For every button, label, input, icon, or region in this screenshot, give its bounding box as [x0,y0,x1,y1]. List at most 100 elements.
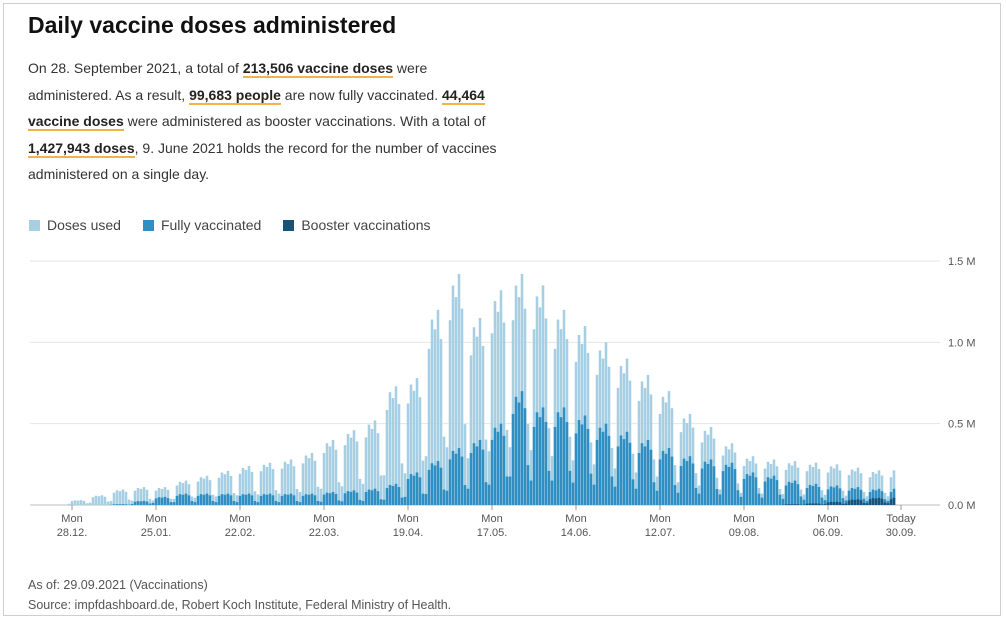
bar-doses-used [85,503,89,505]
bar-doses-used [451,285,455,505]
bar-doses-used [181,483,185,505]
bar-doses-used [367,424,371,505]
legend-item-booster[interactable]: Booster vaccinations [283,217,431,233]
bar-fully-vaccinated [424,494,428,505]
bar-fully-vaccinated [364,491,368,505]
bar-fully-vaccinated [244,494,248,505]
legend-item-doses-used[interactable]: Doses used [29,217,121,233]
bar-doses-used [835,464,839,505]
bar-fully-vaccinated [586,428,590,505]
bar-fully-vaccinated [625,431,629,505]
bar-booster [838,502,842,505]
bar-doses-used [331,439,335,505]
bar-doses-used [892,470,896,505]
intro-part-5: , 9. June 2021 holds the record for the … [28,139,497,183]
bar-booster [835,501,839,505]
bar-doses-used [421,460,425,505]
bar-fully-vaccinated [346,491,350,505]
bar-fully-vaccinated [463,485,467,505]
bar-doses-used [106,501,110,505]
bar-doses-used [514,285,518,505]
bar-doses-used [238,473,242,505]
bar-doses-used [862,491,866,505]
bar-fully-vaccinated [316,501,320,505]
bar-fully-vaccinated [550,480,554,505]
legend-item-fully-vaccinated[interactable]: Fully vaccinated [142,217,262,233]
bar-booster [871,498,875,505]
bar-fully-vaccinated [847,490,851,505]
bar-fully-vaccinated [421,493,425,505]
bar-fully-vaccinated [673,485,677,505]
bar-fully-vaccinated [358,499,362,505]
bar-fully-vaccinated [187,495,191,505]
bar-doses-used [91,497,95,505]
bar-fully-vaccinated [415,472,419,505]
bar-doses-used [871,472,875,505]
bar-doses-used [202,478,206,505]
x-tick-label-bottom: 30.09. [886,527,917,539]
bar-booster [796,504,800,505]
bar-booster [844,503,848,505]
bar-fully-vaccinated [439,467,443,505]
bar-fully-vaccinated [469,452,473,505]
bar-fully-vaccinated [229,495,233,505]
bar-booster [865,503,869,505]
bar-doses-used [196,481,200,505]
bar-fully-vaccinated [307,494,311,505]
bar-doses-used [175,485,179,505]
bar-doses-used [133,490,137,505]
bar-fully-vaccinated [175,495,179,505]
bar-fully-vaccinated [151,502,155,505]
x-tick-label-top: Mon [313,513,334,525]
bar-doses-used [601,358,605,505]
bar-fully-vaccinated [361,500,365,505]
bar-fully-vaccinated [817,487,821,505]
bar-doses-used [103,496,107,505]
bar-fully-vaccinated [130,503,134,505]
bar-doses-used [529,450,533,505]
y-axis: 0.0 M 0.5 M 1.0 M 1.5 M [948,256,976,512]
bar-doses-used [109,501,113,505]
bar-fully-vaccinated [271,495,275,505]
bar-doses-used [397,404,401,505]
x-tick-label-bottom: 22.02. [225,527,256,539]
bar-doses-used [226,470,230,505]
bar-fully-vaccinated [649,449,653,505]
x-tick-label-top: Mon [733,513,754,525]
bar-doses-used [856,467,860,505]
bar-fully-vaccinated [211,501,215,505]
bar-fully-vaccinated [400,497,404,505]
x-tick-label-bottom: 06.09. [813,527,844,539]
bar-doses-used [250,471,254,505]
legend-label-fully-vaccinated: Fully vaccinated [160,217,262,233]
bar-fully-vaccinated [157,497,161,505]
bar-doses-used [289,459,293,505]
bar-doses-used [490,333,494,505]
bar-fully-vaccinated [880,491,884,505]
bar-fully-vaccinated [712,466,716,505]
bar-doses-used [445,447,449,505]
bar-doses-used [517,297,521,505]
bar-fully-vaccinated [142,500,146,505]
bar-fully-vaccinated [115,504,119,505]
legend-label-booster: Booster vaccinations [301,217,431,233]
series-doses-used [67,274,896,505]
bar-doses-used [100,495,104,505]
bar-fully-vaccinated [340,501,344,505]
bar-fully-vaccinated [745,474,749,505]
bar-fully-vaccinated [385,488,389,505]
bar-fully-vaccinated [334,493,338,505]
intro-part-4: were administered as booster vaccination… [123,113,486,129]
x-tick-label-bottom: 17.05. [477,527,508,539]
bar-doses-used [199,477,203,505]
bar-doses-used [139,488,143,505]
bar-doses-used [415,378,419,505]
bar-fully-vaccinated [532,426,536,505]
bar-fully-vaccinated [628,442,632,505]
bar-fully-vaccinated [796,484,800,505]
bar-fully-vaccinated [442,489,446,505]
bar-doses-used [457,274,461,505]
bar-doses-used [544,318,548,505]
bar-fully-vaccinated [472,443,476,505]
bar-fully-vaccinated [658,459,662,505]
